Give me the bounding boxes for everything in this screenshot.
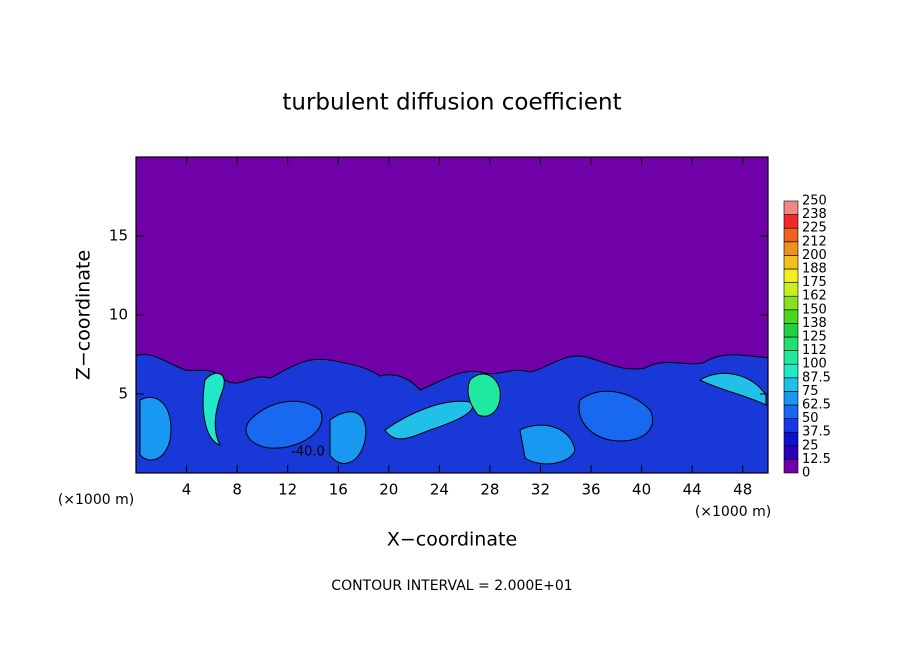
colorbar-label: 150 [802, 302, 827, 317]
field-patch [384, 400, 473, 440]
x-tick-label: 4 [182, 481, 192, 499]
colorbar-label: 62.5 [802, 398, 831, 413]
field-patch [202, 372, 225, 446]
footer-note: CONTOUR INTERVAL = 2.000E+01 [331, 578, 572, 594]
colorbar-label: 188 [802, 262, 827, 277]
colorbar-label: 100 [802, 357, 827, 372]
colorbar-band [783, 214, 799, 229]
field-patch [519, 424, 576, 465]
colorbar-band [783, 404, 799, 419]
y-axis-label: Z−coordinate [73, 250, 95, 380]
x-tick-label: 44 [683, 481, 702, 499]
colorbar-band [783, 445, 799, 460]
colorbar-label: 125 [802, 330, 827, 345]
y-tick-label: 5 [118, 385, 128, 403]
colorbar-band [783, 350, 799, 365]
colorbar-label: 12.5 [802, 452, 831, 467]
x-tick-label: 12 [278, 481, 297, 499]
colorbar-label: 225 [802, 221, 827, 236]
field-patch [698, 372, 767, 406]
chart-title: turbulent diffusion coefficient [282, 90, 621, 116]
x-tick-label: 20 [379, 481, 398, 499]
colorbar-label: 238 [802, 207, 827, 222]
x-tick-label: 16 [329, 481, 348, 499]
field-patch [467, 373, 501, 417]
colorbar-band [783, 336, 799, 351]
field-patch [245, 400, 323, 449]
colorbar-band [783, 295, 799, 311]
colorbar-label: 50 [802, 411, 819, 426]
colorbar-label: 138 [802, 316, 827, 331]
colorbar-label: 175 [802, 275, 827, 290]
x-tick-label: 48 [733, 481, 752, 499]
colorbar-label: 25 [802, 438, 819, 453]
x-tick-label: 32 [531, 481, 550, 499]
colorbar-band [783, 200, 799, 215]
field-patch [578, 390, 653, 442]
colorbar-label: 212 [802, 234, 827, 249]
colorbar-label: 37.5 [802, 425, 831, 440]
x-tick-label: 8 [232, 481, 242, 499]
y-tick-label: 10 [109, 306, 128, 324]
colorbar-label: 87.5 [802, 370, 831, 385]
x-tick-label: 36 [581, 481, 600, 499]
colorbar-label: 200 [802, 248, 827, 263]
colorbar-band [783, 268, 799, 283]
colorbar-band [783, 227, 799, 243]
x-axis-label: X−coordinate [387, 529, 517, 551]
y-tick-label: 15 [109, 227, 128, 245]
colorbar-band [783, 323, 799, 338]
x-unit-right: (×1000 m) [695, 504, 771, 520]
colorbar-band [783, 309, 799, 324]
field [135, 157, 769, 474]
x-tick-label: 40 [632, 481, 651, 499]
colorbar-band [783, 255, 799, 270]
colorbar-band [783, 241, 799, 256]
colorbar-band [783, 282, 799, 297]
colorbar-label: 75 [802, 384, 819, 399]
colorbar-band [783, 431, 799, 447]
colorbar-band [783, 459, 799, 474]
colorbar-band [783, 391, 799, 406]
colorbar-label: 112 [802, 343, 827, 358]
colorbar-label: 250 [802, 194, 827, 209]
x-tick-label: 24 [430, 481, 449, 499]
x-tick-label: 28 [480, 481, 499, 499]
contour-label: -40.0 [291, 445, 325, 460]
colorbar-band [783, 418, 799, 433]
field-patch [139, 397, 172, 461]
colorbar-band [783, 377, 799, 392]
colorbar-label: 0 [802, 466, 810, 481]
x-unit-left: (×1000 m) [58, 492, 134, 508]
colorbar-band [783, 363, 799, 379]
field-patch [329, 411, 367, 464]
colorbar-label: 162 [802, 289, 827, 304]
